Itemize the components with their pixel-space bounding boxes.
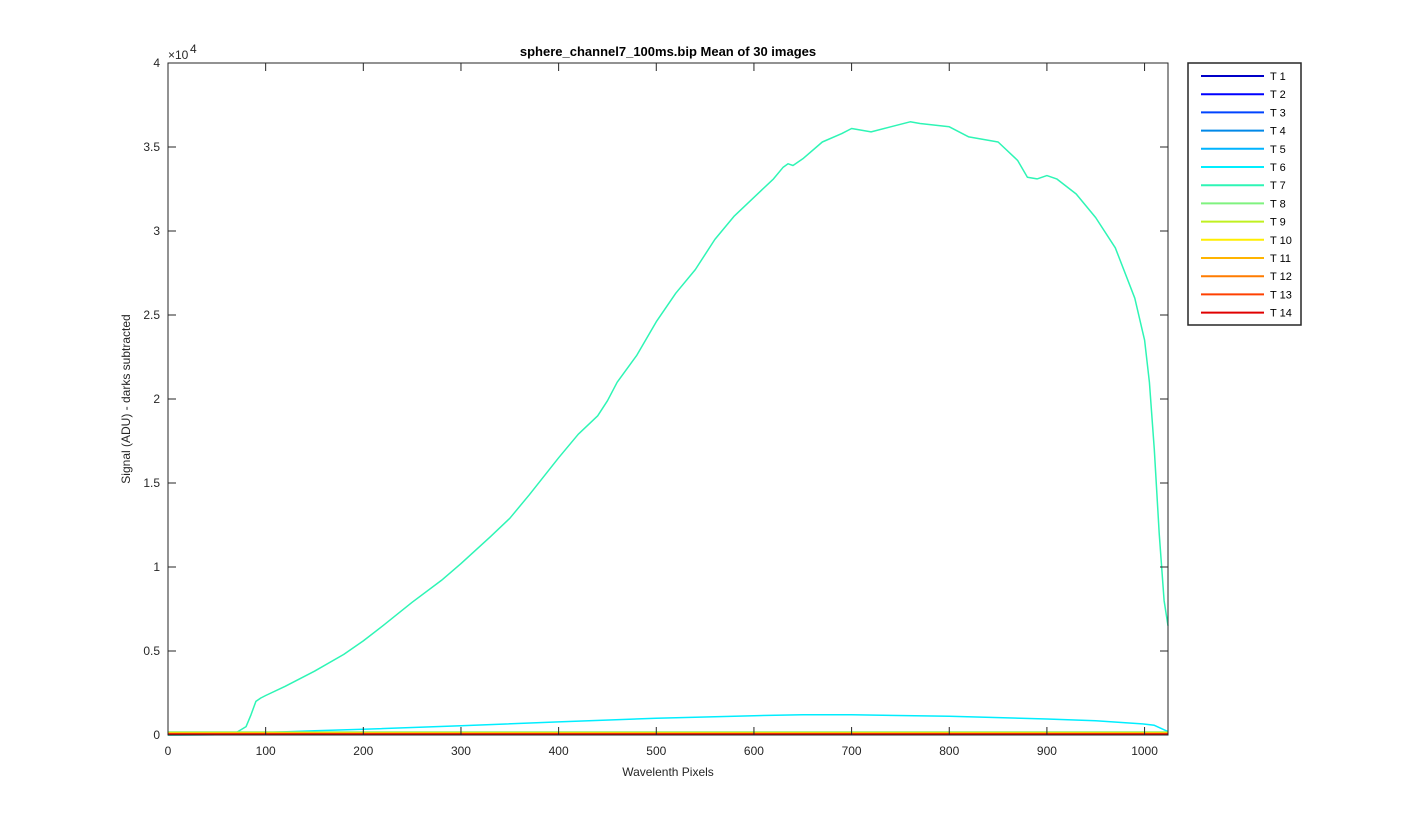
legend-box [1187, 62, 1302, 326]
legend-label: T 7 [1270, 180, 1286, 192]
legend-label: T 11 [1270, 253, 1291, 265]
plot-background [168, 63, 1168, 735]
y-exponent-label: ×10 4 [168, 42, 197, 62]
legend-label: T 13 [1270, 289, 1292, 301]
y-axis-ticks: 0 0.5 1 1.5 2 2.5 3 3.5 4 [143, 56, 1168, 742]
legend-item: T 1 [1201, 71, 1286, 83]
x-tick-label: 100 [256, 744, 276, 758]
x-tick-label: 1000 [1131, 744, 1158, 758]
legend-items: T 1 T 2 T 3 T 4 T 5 T 6 T 7 T 8 T 9 T 10 T 11 T 12 T… [1201, 71, 1292, 320]
y-tick-label: 0 [153, 728, 160, 742]
y-tick-label: 3.5 [143, 140, 160, 154]
legend-item: T 9 [1201, 217, 1286, 229]
x-tick-label: 800 [939, 744, 959, 758]
legend-item: T 11 [1201, 253, 1291, 265]
y-tick-label: 1.5 [143, 476, 160, 490]
legend-label: T 10 [1270, 235, 1292, 247]
x-tick-label: 0 [165, 744, 172, 758]
y-exponent-base: ×10 [168, 48, 189, 62]
legend-item: T 10 [1201, 235, 1292, 247]
legend-label: T 4 [1270, 126, 1286, 138]
y-exponent-power: 4 [190, 42, 197, 56]
legend-item: T 13 [1201, 289, 1292, 301]
series-line-t7 [167, 121, 1169, 736]
plot-area: 0 100 200 300 400 500 600 700 800 900 1000 0 0.5 1 1.… [143, 56, 1169, 758]
legend-label: T 3 [1270, 107, 1286, 119]
legend-label: T 2 [1270, 89, 1286, 101]
chart-title: sphere_channel7_100ms.bip Mean of 30 ima… [520, 44, 816, 59]
y-axis-label: Signal (ADU) - darks subtracted [119, 314, 133, 483]
legend: T 1 T 2 T 3 T 4 T 5 T 6 T 7 T 8 T 9 T 10 T 11 T 12 T… [1187, 62, 1302, 326]
y-tick-label: 2.5 [143, 308, 160, 322]
y-tick-label: 4 [153, 56, 160, 70]
legend-item: T 4 [1201, 126, 1286, 138]
legend-item: T 7 [1201, 180, 1286, 192]
y-tick-label: 2 [153, 392, 160, 406]
x-tick-label: 400 [549, 744, 569, 758]
x-axis-label: Wavelenth Pixels [622, 765, 714, 779]
legend-item: T 14 [1201, 308, 1292, 320]
y-tick-label: 3 [153, 224, 160, 238]
x-tick-label: 600 [744, 744, 764, 758]
legend-item: T 2 [1201, 89, 1286, 101]
legend-label: T 5 [1270, 144, 1286, 156]
y-tick-label: 0.5 [143, 644, 160, 658]
legend-label: T 9 [1270, 217, 1286, 229]
y-tick-label: 1 [153, 560, 160, 574]
legend-item: T 8 [1201, 198, 1286, 210]
legend-item: T 3 [1201, 107, 1286, 119]
legend-label: T 12 [1270, 271, 1292, 283]
legend-item: T 6 [1201, 162, 1286, 174]
legend-label: T 1 [1270, 71, 1286, 83]
x-tick-label: 500 [646, 744, 666, 758]
x-tick-label: 900 [1037, 744, 1057, 758]
x-axis-ticks: 0 100 200 300 400 500 600 700 800 900 1000 [165, 63, 1158, 758]
legend-label: T 8 [1270, 198, 1286, 210]
x-tick-label: 200 [353, 744, 373, 758]
legend-item: T 12 [1201, 271, 1292, 283]
legend-item: T 5 [1201, 144, 1286, 156]
legend-label: T 6 [1270, 162, 1286, 174]
x-tick-label: 300 [451, 744, 471, 758]
legend-label: T 14 [1270, 308, 1292, 320]
x-tick-label: 700 [842, 744, 862, 758]
